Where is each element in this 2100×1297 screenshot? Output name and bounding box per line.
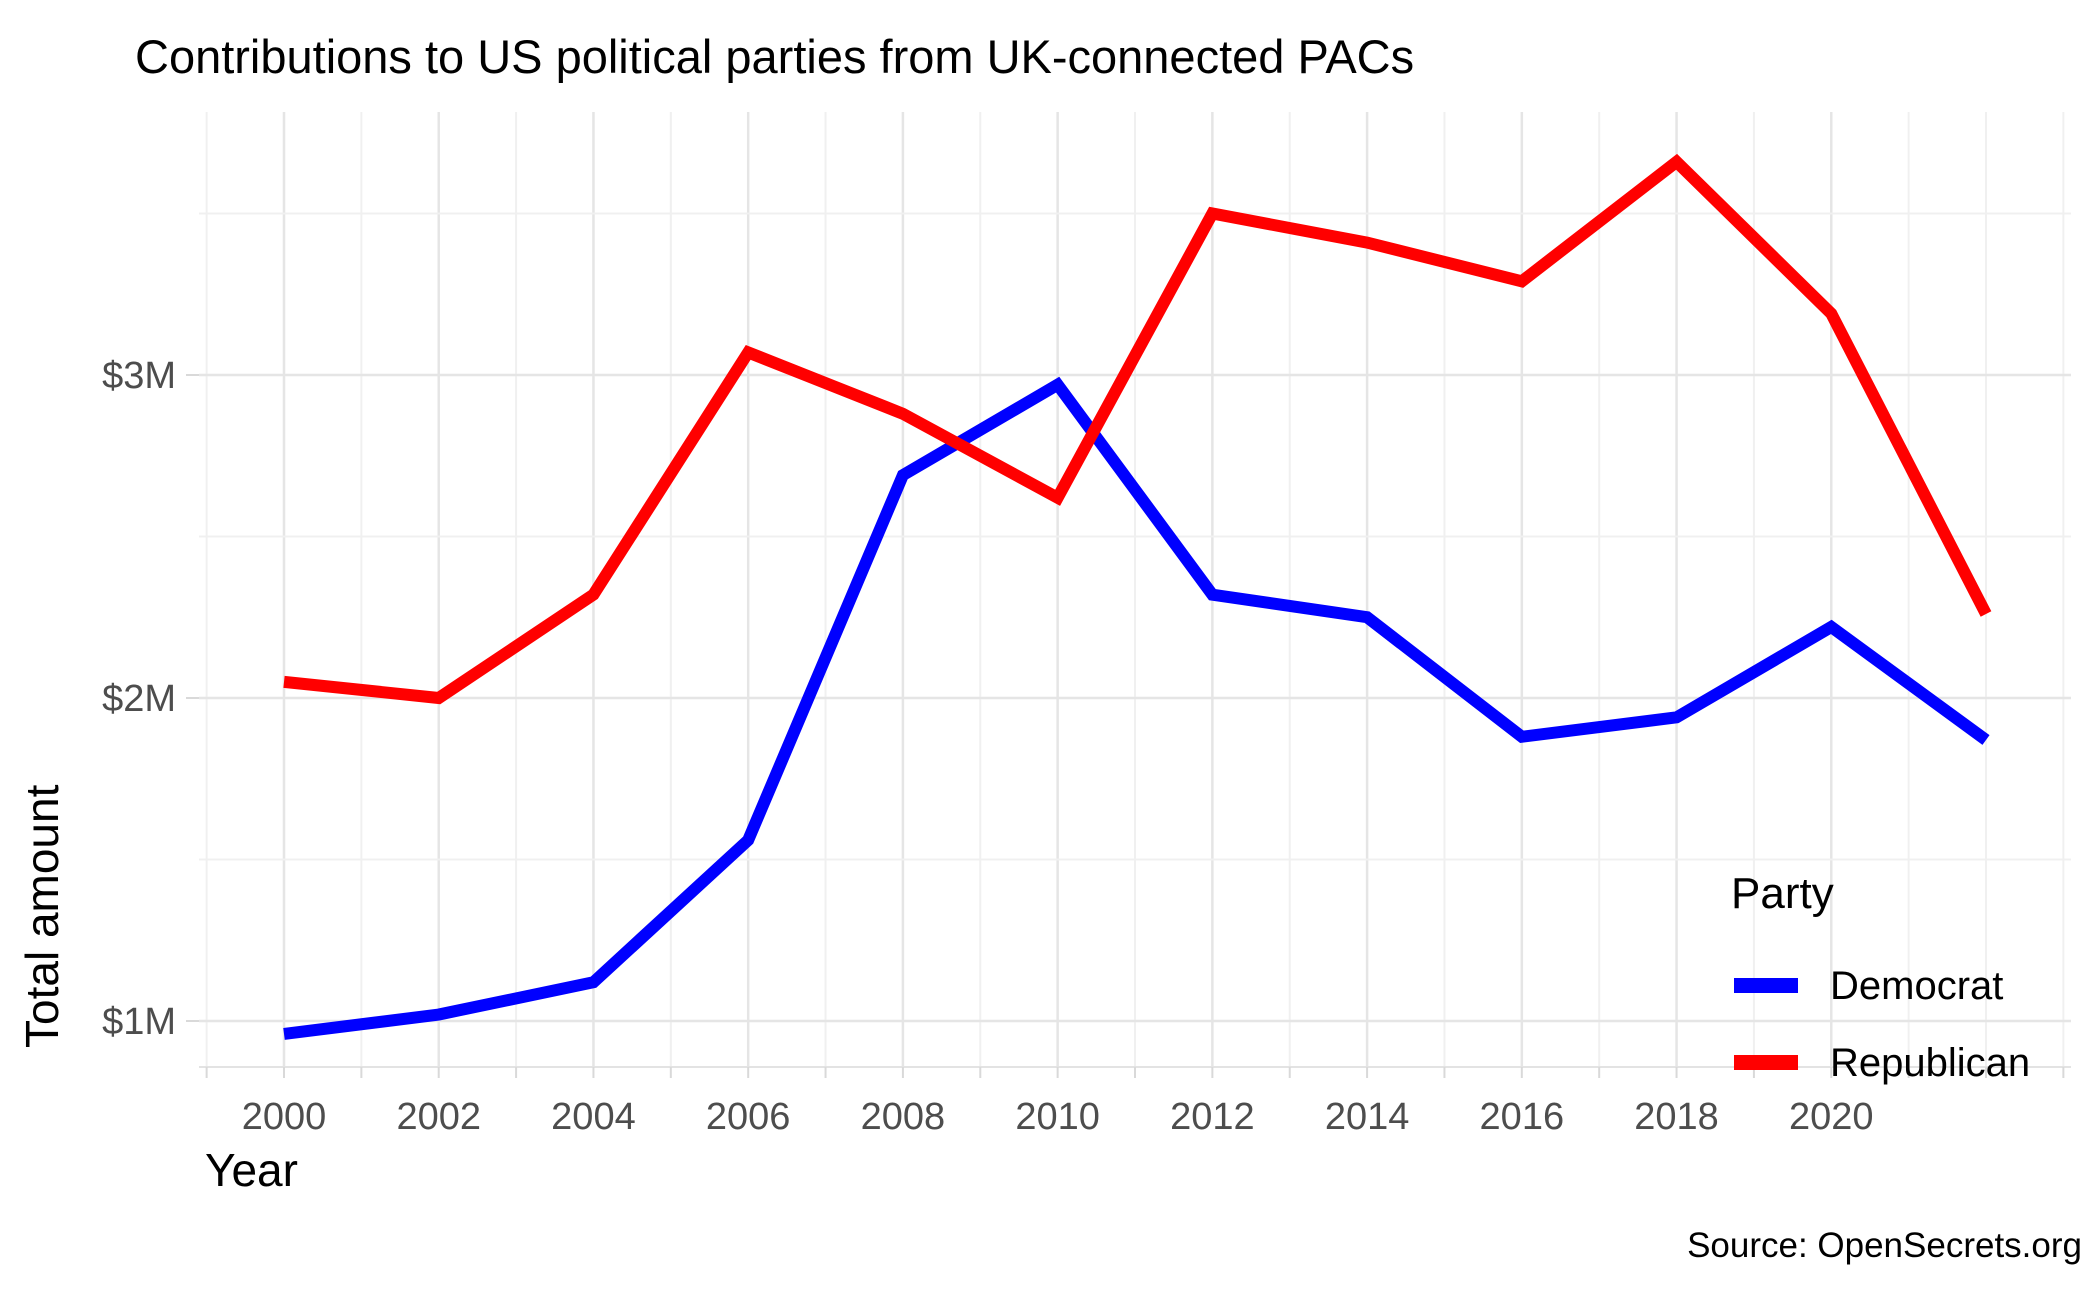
y-axis-title: Total amount xyxy=(16,784,68,1048)
y-tick-label: $1M xyxy=(102,1001,176,1043)
chart-title: Contributions to US political parties fr… xyxy=(135,30,1414,83)
x-tick-label: 2006 xyxy=(706,1096,791,1138)
y-tick-label: $3M xyxy=(102,355,176,397)
x-tick-label: 2016 xyxy=(1480,1096,1565,1138)
axis-layer: 2000 2002 2004 2006 2008 2010 2012 2014 2016 2018… xyxy=(102,355,2071,1138)
y-tick-label: $2M xyxy=(102,678,176,720)
legend-label-republican: Republican xyxy=(1830,1041,2030,1085)
x-tick-label: 2010 xyxy=(1015,1096,1100,1138)
x-tick-label: 2020 xyxy=(1789,1096,1874,1138)
democrat-line xyxy=(283,376,1990,1040)
legend-key-democrat-line xyxy=(1734,978,1798,993)
x-tick-label: 2014 xyxy=(1325,1096,1410,1138)
series-layer xyxy=(283,153,1992,1040)
x-tick-label: 2004 xyxy=(551,1096,636,1138)
legend-label-democrat: Democrat xyxy=(1830,964,2003,1008)
x-tick-label: 2002 xyxy=(396,1096,481,1138)
x-axis-title: Year xyxy=(205,1144,298,1196)
legend: Party Democrat Republican xyxy=(1731,869,2030,1085)
x-tick-label: 2018 xyxy=(1634,1096,1719,1138)
x-tick-label: 2000 xyxy=(242,1096,327,1138)
legend-key-republican-line xyxy=(1734,1055,1798,1070)
republican-line xyxy=(283,153,1992,705)
legend-title: Party xyxy=(1731,869,1834,918)
x-tick-label: 2008 xyxy=(861,1096,946,1138)
source-note: Source: OpenSecrets.org xyxy=(1687,1226,2082,1265)
grid-layer xyxy=(199,112,2071,1067)
x-tick-label: 2012 xyxy=(1170,1096,1255,1138)
